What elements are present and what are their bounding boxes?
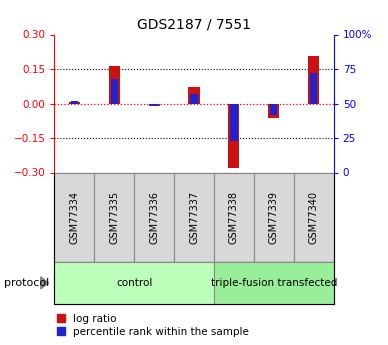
Bar xyxy=(111,79,118,103)
Bar xyxy=(191,94,197,104)
Text: GSM77337: GSM77337 xyxy=(189,191,199,244)
Text: triple-fusion transfected: triple-fusion transfected xyxy=(211,278,337,288)
Text: GSM77339: GSM77339 xyxy=(269,191,279,244)
Bar xyxy=(69,102,80,103)
Text: GSM77334: GSM77334 xyxy=(69,191,79,244)
Bar xyxy=(54,172,94,262)
Text: control: control xyxy=(116,278,152,288)
Bar xyxy=(151,104,158,106)
Bar xyxy=(228,104,239,168)
Text: GSM77335: GSM77335 xyxy=(109,191,119,244)
Bar xyxy=(310,73,317,104)
Bar xyxy=(308,56,319,104)
Bar xyxy=(270,104,277,115)
Text: protocol: protocol xyxy=(4,278,49,288)
Bar xyxy=(134,172,174,262)
Bar xyxy=(268,104,279,118)
Bar xyxy=(149,104,160,106)
Bar xyxy=(94,172,134,262)
Bar xyxy=(174,172,214,262)
Legend: log ratio, percentile rank within the sample: log ratio, percentile rank within the sa… xyxy=(55,313,250,338)
Title: GDS2187 / 7551: GDS2187 / 7551 xyxy=(137,18,251,32)
Text: GSM77336: GSM77336 xyxy=(149,191,159,244)
Bar xyxy=(189,87,199,104)
Bar xyxy=(294,172,334,262)
Text: GSM77340: GSM77340 xyxy=(309,191,319,244)
Text: GSM77338: GSM77338 xyxy=(229,191,239,244)
Bar xyxy=(71,101,78,104)
Bar xyxy=(254,172,294,262)
Bar xyxy=(214,172,254,262)
Bar xyxy=(214,262,334,304)
Bar xyxy=(54,262,214,304)
Bar xyxy=(109,66,120,104)
Bar xyxy=(230,104,237,141)
